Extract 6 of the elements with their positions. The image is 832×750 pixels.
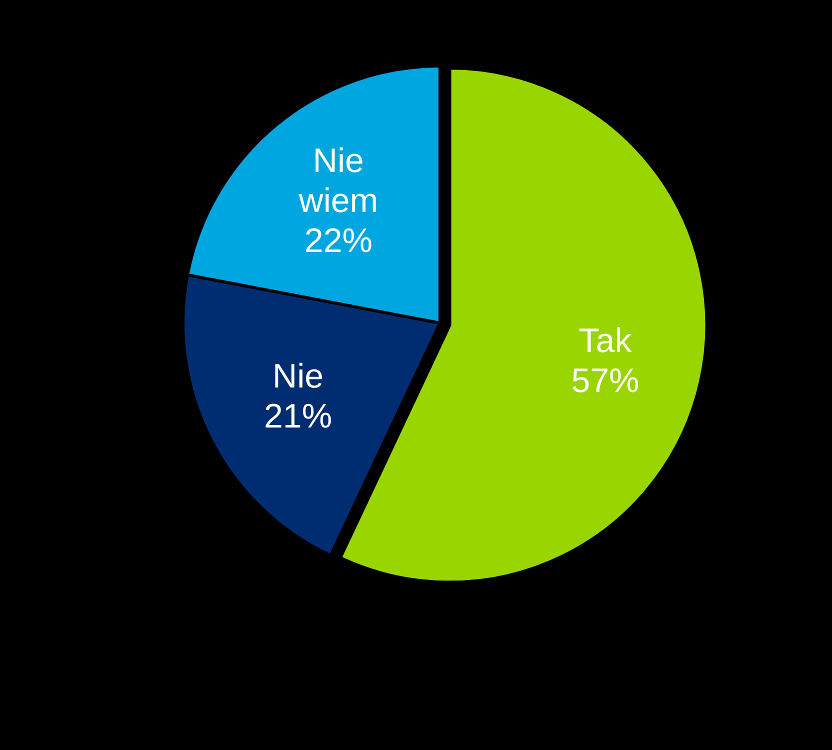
slice-label: Nie bbox=[272, 357, 324, 396]
data-label: 21% bbox=[264, 397, 332, 436]
slice-label: Tak bbox=[578, 322, 633, 360]
data-label: 22% bbox=[304, 222, 372, 260]
slice-label: Nie wiem bbox=[298, 142, 378, 220]
data-label: 57% bbox=[571, 362, 640, 400]
